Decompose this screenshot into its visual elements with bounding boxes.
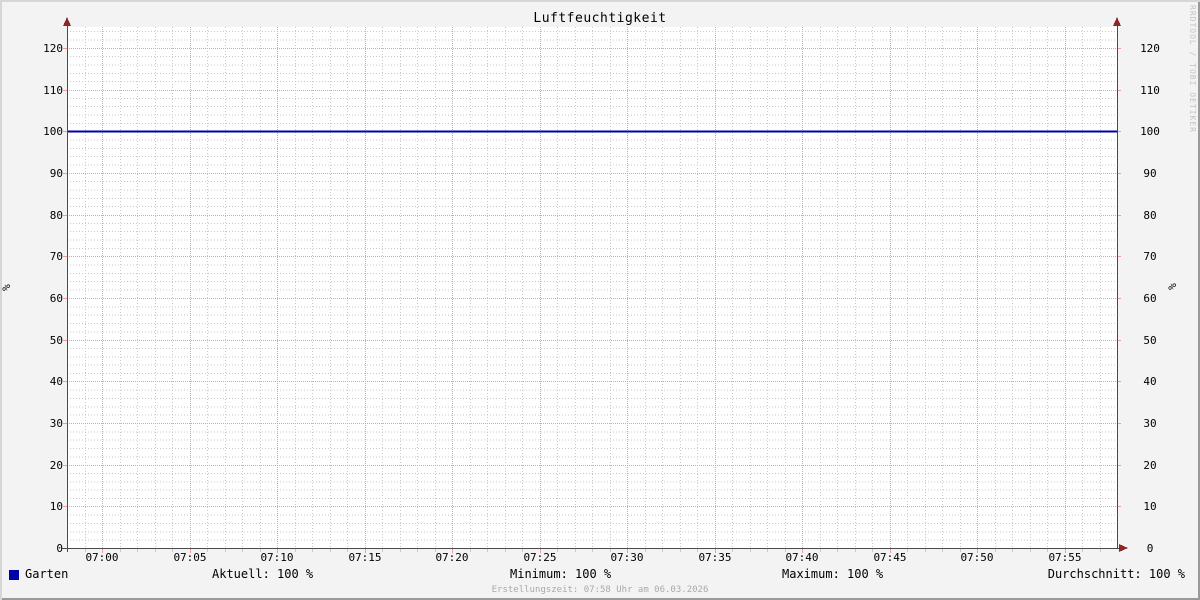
svg-text:07:25: 07:25 [523,551,556,564]
svg-text:30: 30 [1143,417,1156,430]
svg-text:50: 50 [1143,334,1156,347]
svg-text:10: 10 [1143,500,1156,513]
svg-text:70: 70 [1143,250,1156,263]
svg-text:100: 100 [43,125,63,138]
svg-text:40: 40 [50,375,63,388]
stat-durchschnitt: Durchschnitt: 100 % [1047,567,1185,581]
svg-text:07:50: 07:50 [960,551,993,564]
svg-text:07:20: 07:20 [435,551,468,564]
svg-text:07:10: 07:10 [260,551,293,564]
chart-title: Luftfeuchtigkeit [533,11,667,26]
svg-text:90: 90 [50,167,63,180]
svg-text:0: 0 [56,542,63,555]
svg-text:60: 60 [50,292,63,305]
svg-text:20: 20 [1143,459,1156,472]
stat-aktuell: Aktuell: 100 % [212,567,314,581]
stat-maximum: Maximum: 100 % [782,567,884,581]
svg-text:07:05: 07:05 [173,551,206,564]
svg-text:07:30: 07:30 [610,551,643,564]
svg-text:07:40: 07:40 [785,551,818,564]
svg-text:120: 120 [43,42,63,55]
svg-text:07:35: 07:35 [698,551,731,564]
svg-text:120: 120 [1140,42,1160,55]
svg-text:10: 10 [50,500,63,513]
svg-text:110: 110 [43,84,63,97]
legend-row: Garten Aktuell: 100 % Minimum: 100 % Max… [0,567,1200,583]
svg-text:90: 90 [1143,167,1156,180]
svg-text:07:15: 07:15 [348,551,381,564]
creation-time: Erstellungszeit: 07:58 Uhr am 06.03.2026 [491,585,709,595]
svg-text:07:00: 07:00 [85,551,118,564]
svg-text:80: 80 [50,209,63,222]
svg-text:60: 60 [1143,292,1156,305]
svg-text:110: 110 [1140,84,1160,97]
svg-text:20: 20 [50,459,63,472]
stat-minimum: Minimum: 100 % [510,567,612,581]
svg-text:30: 30 [50,417,63,430]
svg-text:0: 0 [1147,542,1154,555]
svg-text:70: 70 [50,250,63,263]
svg-text:07:55: 07:55 [1048,551,1081,564]
svg-text:80: 80 [1143,209,1156,222]
series-label: Garten [25,567,69,581]
svg-text:07:45: 07:45 [873,551,906,564]
svg-text:100: 100 [1140,125,1160,138]
series-color-swatch [9,570,19,580]
rrdtool-watermark: RRDTOOL / TOBI OETIKER [1188,5,1197,133]
svg-text:40: 40 [1143,375,1156,388]
svg-text:50: 50 [50,334,63,347]
